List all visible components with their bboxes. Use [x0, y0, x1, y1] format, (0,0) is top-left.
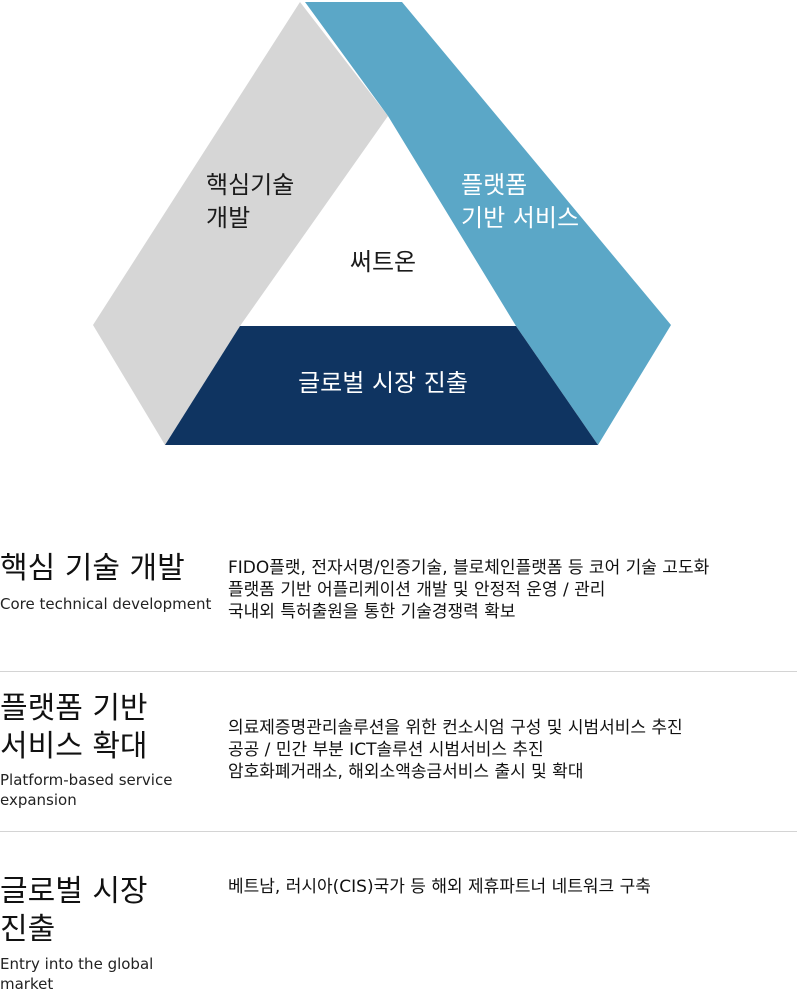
- row-platform-service: 플랫폼 기반 서비스 확대 Platform-based service exp…: [0, 690, 797, 820]
- bottom-segment-label: 글로벌 시장 진출: [298, 369, 468, 397]
- row-items: FIDO플랫, 전자서명/인증기술, 블로체인플랫폼 등 코어 기술 고도화 플…: [228, 557, 709, 623]
- row-items: 베트남, 러시아(CIS)국가 등 해외 제휴파트너 네트워크 구축: [228, 876, 651, 898]
- left-segment-label: 핵심기술 개발: [206, 171, 302, 232]
- triangle-diagram: 핵심기술 개발 플랫폼 기반 서비스 써트온 글로벌 시장 진출: [93, 2, 671, 445]
- list-item: 공공 / 민간 부분 ICT솔루션 시범서비스 추진: [228, 740, 544, 760]
- divider: [0, 671, 797, 672]
- right-segment-label: 플랫폼 기반 서비스: [461, 171, 579, 232]
- row-title: 글로벌 시장 진출: [0, 874, 148, 947]
- divider: [0, 831, 797, 832]
- row-subtitle: Platform-based service expansion: [0, 771, 173, 809]
- row-title: 플랫폼 기반 서비스 확대: [0, 691, 148, 764]
- list-item: 베트남, 러시아(CIS)국가 등 해외 제휴파트너 네트워크 구축: [228, 877, 651, 897]
- row-global-market: 글로벌 시장 진출 Entry into the global market 베…: [0, 873, 797, 993]
- row-items: 의료제증명관리솔루션을 위한 컨소시엄 구성 및 시범서비스 추진 공공 / 민…: [228, 717, 683, 783]
- list-item: 의료제증명관리솔루션을 위한 컨소시엄 구성 및 시범서비스 추진: [228, 718, 683, 738]
- list-item: 암호화폐거래소, 해외소액송금서비스 출시 및 확대: [228, 762, 584, 782]
- right-segment: [305, 2, 671, 445]
- center-label: 써트온: [350, 248, 416, 276]
- left-segment: [93, 2, 388, 445]
- list-item: 국내외 특허출원을 통한 기술경쟁력 확보: [228, 602, 516, 622]
- row-core-technical: 핵심 기술 개발 Core technical development FIDO…: [0, 550, 797, 660]
- row-title: 핵심 기술 개발: [0, 551, 185, 586]
- row-subtitle: Entry into the global market: [0, 955, 154, 993]
- bottom-segment: [165, 326, 598, 445]
- list-item: 플랫폼 기반 어플리케이션 개발 및 안정적 운영 / 관리: [228, 580, 606, 600]
- row-subtitle: Core technical development: [0, 595, 212, 613]
- list-item: FIDO플랫, 전자서명/인증기술, 블로체인플랫폼 등 코어 기술 고도화: [228, 558, 710, 578]
